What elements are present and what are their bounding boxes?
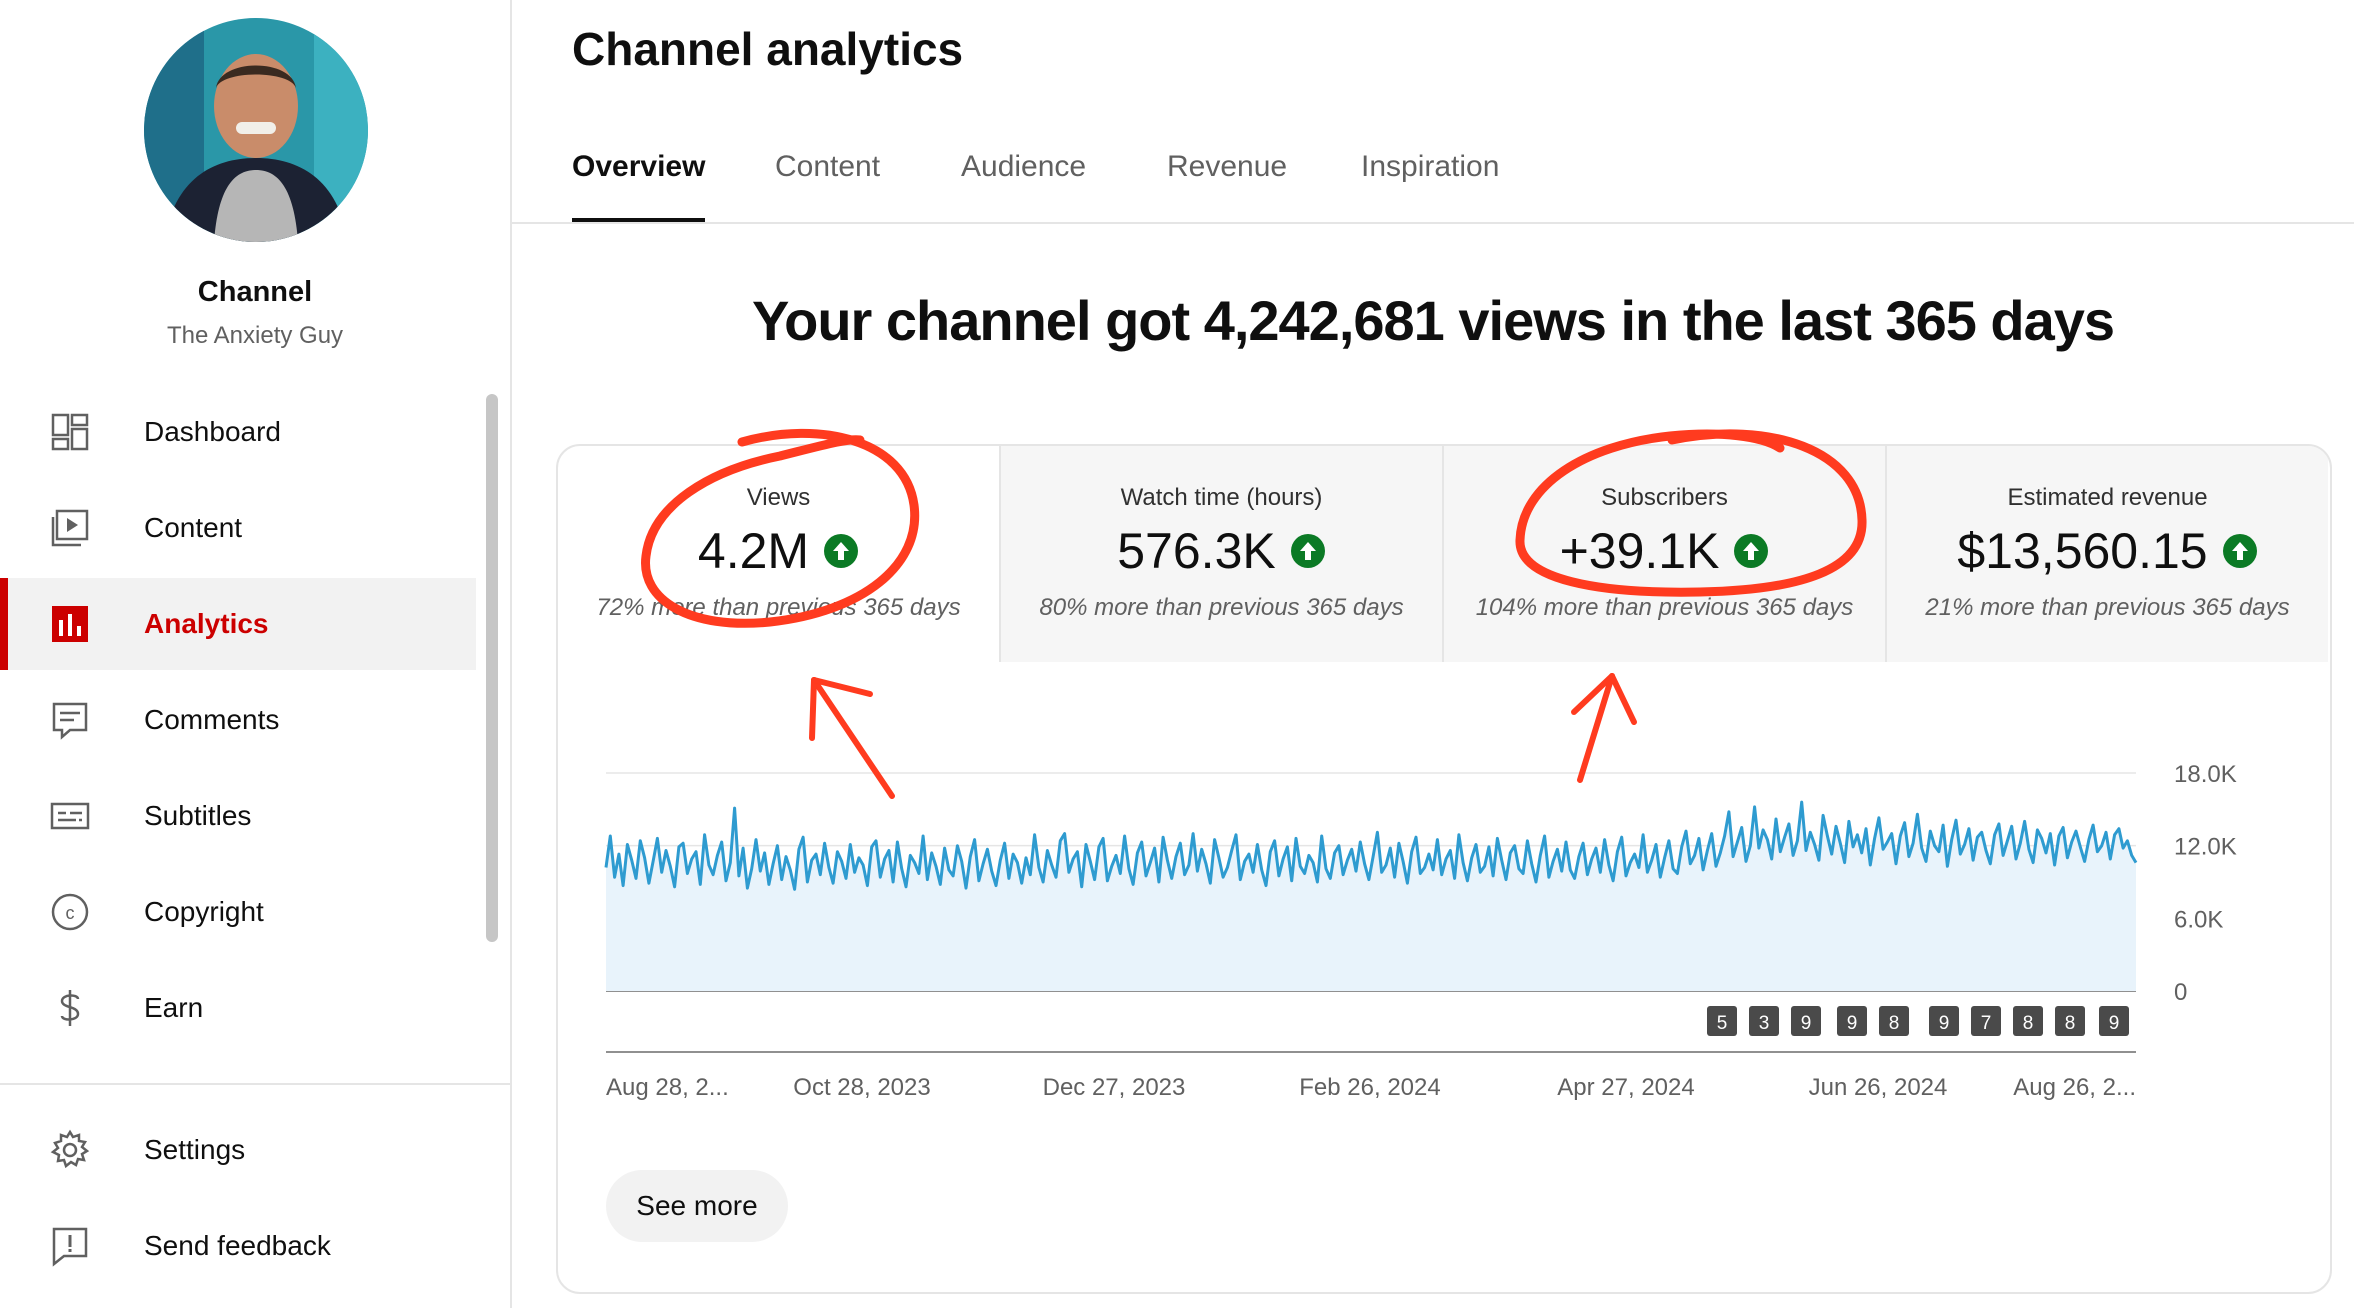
metric-value: 576.3K [1117,523,1276,579]
video-marker-label: 8 [2065,1013,2076,1034]
trend-up-icon [824,534,859,568]
series-line [604,800,2138,891]
video-marker-label: 3 [1759,1013,1770,1034]
sidebar-item-content[interactable]: Content [0,482,476,574]
metric-views[interactable]: Views 4.2M 72% more than previous 365 da… [558,446,999,662]
page-title: Channel analytics [572,23,964,75]
video-marker-label: 8 [2023,1013,2034,1034]
x-tick-label: Dec 27, 2023 [1043,1074,1186,1101]
x-tick-label: Aug 28, 2... [606,1074,729,1101]
metric-note: 21% more than previous 365 days [1925,594,2290,621]
dashboard-icon [51,413,89,451]
sidebar-item-label: Analytics [144,608,269,639]
svg-text:c: c [66,903,75,923]
video-marker-label: 9 [1847,1013,1858,1034]
sidebar-item-copyright[interactable]: c Copyright [0,866,476,958]
trend-up-icon [1290,534,1325,568]
views-line-chart: 18.0K 12.0K 6.0K 0 5 3 9 9 8 9 7 8 8 9 Aug 28, 2... Oct… [604,761,2237,1101]
tab-revenue[interactable]: Revenue [1167,150,1288,183]
tab-inspiration[interactable]: Inspiration [1361,150,1500,183]
avatar[interactable] [144,18,368,242]
sidebar-divider [0,1083,510,1085]
see-more-button[interactable]: See more [606,1170,788,1242]
sidebar-item-earn[interactable]: Earn [0,962,476,1054]
metric-label: Estimated revenue [2007,484,2208,511]
sidebar-item-label: Settings [144,1134,246,1165]
sidebar-item-label: Earn [144,992,204,1023]
earn-icon [60,990,80,1026]
video-marker-label: 5 [1717,1013,1728,1034]
sidebar-item-label: Dashboard [144,416,281,447]
channel-title: Channel [197,276,313,308]
video-marker [1791,1006,1821,1036]
metric-value: $13,560.15 [1957,523,2208,579]
sidebar-item-comments[interactable]: Comments [0,674,476,766]
video-marker-label: 9 [2109,1013,2120,1034]
metric-value: 4.2M [697,523,810,579]
metric-note: 72% more than previous 365 days [596,594,961,621]
headline: Your channel got 4,242,681 views in the … [751,289,2115,352]
video-marker [1929,1006,1959,1036]
sidebar-item-label: Content [144,512,243,543]
x-tick-label: Aug 26, 2... [2013,1074,2136,1101]
video-marker-label: 9 [1939,1013,1950,1034]
metric-note: 104% more than previous 365 days [1475,594,1854,621]
metric-subscribers[interactable]: Subscribers +39.1K 104% more than previo… [1444,446,1885,662]
sidebar-item-label: Send feedback [144,1230,331,1261]
video-marker [1749,1006,1779,1036]
sidebar-item-label: Copyright [144,896,264,927]
tabs-divider [512,222,2354,224]
sidebar-item-dashboard[interactable]: Dashboard [0,386,476,478]
content-icon [51,509,89,547]
feedback-icon [52,1227,88,1267]
video-marker [2099,1006,2129,1036]
sidebar-item-analytics[interactable]: Analytics [0,578,476,670]
metric-estimated-revenue[interactable]: Estimated revenue $13,560.15 21% more th… [1887,446,2328,662]
settings-icon [50,1129,90,1169]
y-tick-label: 18.0K [2174,761,2237,788]
video-marker [1707,1006,1737,1036]
y-tick-label: 12.0K [2174,834,2237,861]
metric-watch-time[interactable]: Watch time (hours) 576.3K 80% more than … [1001,446,1442,662]
trend-up-icon [1734,534,1769,568]
metric-label: Subscribers [1601,484,1728,511]
video-marker [2013,1006,2043,1036]
series-area [606,802,2136,991]
sidebar-item-settings[interactable]: Settings [0,1104,476,1196]
sidebar-item-send-feedback[interactable]: Send feedback [0,1200,476,1292]
metric-note: 80% more than previous 365 days [1039,594,1404,621]
x-tick-label: Feb 26, 2024 [1299,1074,1440,1101]
x-tick-label: Apr 27, 2024 [1557,1074,1694,1101]
metric-label: Watch time (hours) [1120,484,1323,511]
comments-icon [52,702,88,740]
channel-name: The Anxiety Guy [166,322,344,349]
video-marker [1971,1006,2001,1036]
x-tick-label: Oct 28, 2023 [793,1074,930,1101]
y-tick-label: 0 [2174,979,2187,1006]
metric-value: +39.1K [1559,523,1720,579]
video-marker-label: 7 [1981,1013,1992,1034]
subtitles-icon [50,802,90,830]
sidebar-item-subtitles[interactable]: Subtitles [0,770,476,862]
sidebar-scrollbar[interactable] [486,394,498,942]
video-marker [1879,1006,1909,1036]
trend-up-icon [2222,534,2257,568]
video-marker-label: 9 [1801,1013,1812,1034]
tab-audience[interactable]: Audience [961,150,1087,183]
metric-label: Views [746,484,811,511]
tab-content[interactable]: Content [775,150,881,183]
analytics-icon [52,606,88,642]
copyright-icon: c [51,893,89,931]
sidebar-item-label: Comments [144,704,280,735]
video-marker-label: 8 [1889,1013,1900,1034]
y-tick-label: 6.0K [2174,906,2223,933]
sidebar-item-label: Subtitles [144,800,252,831]
sidebar: Channel The Anxiety Guy Dashboard Conten… [0,0,512,1308]
video-marker [2055,1006,2085,1036]
tab-overview[interactable]: Overview [572,150,706,222]
video-marker [1837,1006,1867,1036]
x-tick-label: Jun 26, 2024 [1809,1074,1948,1101]
